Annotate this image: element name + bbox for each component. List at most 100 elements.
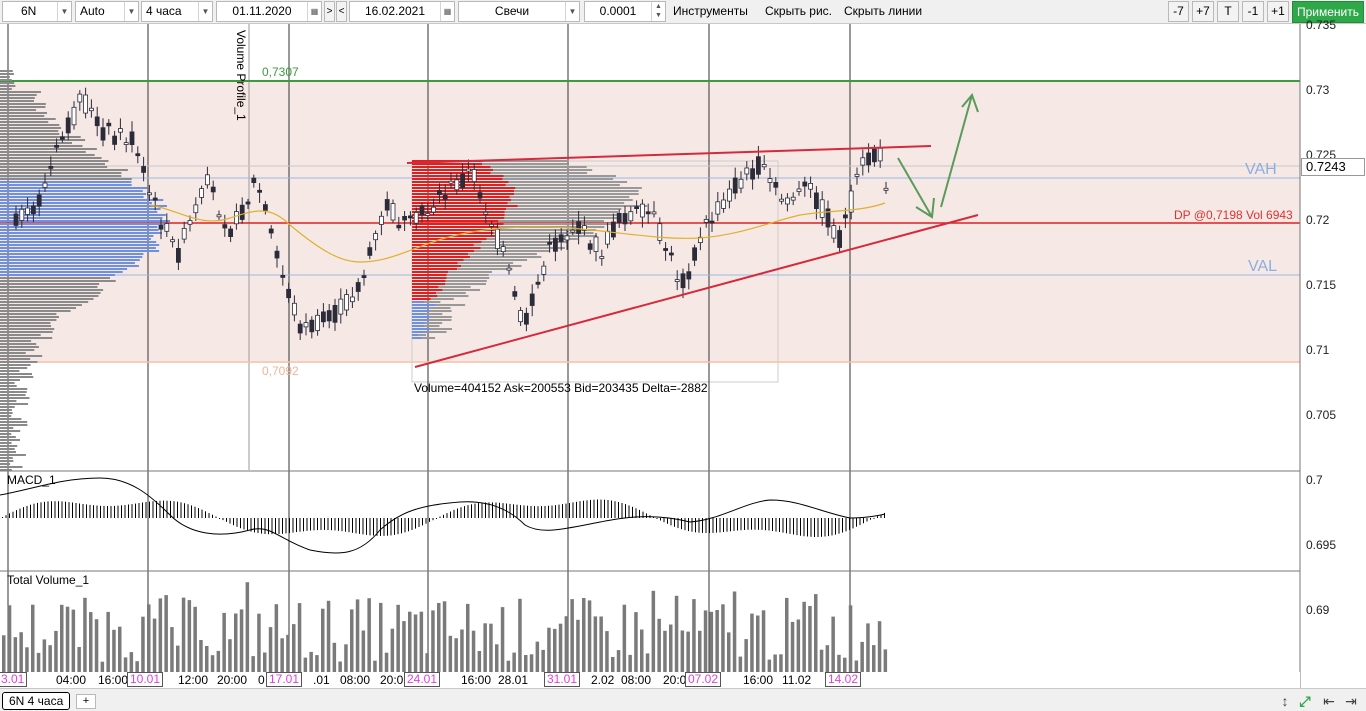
profile-bar	[0, 433, 12, 435]
macd-bar	[464, 506, 465, 518]
macd-bar	[355, 518, 357, 534]
profile-bar	[0, 322, 51, 324]
profile-bar-ask	[481, 241, 567, 243]
volume-bar	[727, 632, 731, 672]
profile-bar	[0, 406, 15, 408]
macd-bar	[614, 501, 616, 518]
volume-bar	[831, 616, 835, 672]
macd-bar	[516, 504, 518, 518]
candlesticks	[13, 87, 889, 340]
profile-bar-ask	[461, 265, 522, 267]
profile-bar	[0, 175, 122, 177]
forecast-arrows	[897, 93, 979, 219]
time-label: 28.01	[498, 673, 529, 687]
profile-bar-bid	[412, 277, 447, 279]
hide-lines-button[interactable]: Скрыть линии	[844, 1, 922, 22]
profile-bar	[0, 403, 29, 405]
profile-bar-bid	[412, 307, 430, 309]
price-label: 0.715	[1306, 278, 1337, 292]
profile-bar	[0, 178, 132, 180]
add-tab-button[interactable]: +	[76, 694, 96, 709]
profile-bar	[0, 274, 115, 276]
macd-bar	[159, 500, 161, 518]
profile-bar	[0, 355, 43, 357]
candle-body	[262, 204, 268, 211]
apply-button[interactable]: Применить	[1292, 1, 1364, 23]
volume-bar	[251, 656, 255, 672]
tab-6n-4h[interactable]: 6N 4 часа	[2, 692, 71, 710]
nav-right-button[interactable]: >	[324, 1, 335, 22]
volume-bar	[663, 630, 667, 672]
candle-body	[465, 168, 471, 172]
shift-minus1-button[interactable]: -1	[1242, 1, 1264, 22]
time-axis[interactable]: 3.01 04:00 16:00 10.01 12:00 20:00 0 17.…	[0, 672, 1300, 688]
profile-bar-bid	[412, 211, 505, 213]
add-tab-label: +	[82, 695, 90, 707]
macd-bar	[761, 518, 763, 530]
profile-bar	[0, 94, 37, 96]
candle-body	[831, 225, 837, 239]
profile-bar	[0, 154, 95, 156]
candle-body	[640, 203, 645, 218]
macd-bar	[863, 518, 864, 524]
volume-bar	[814, 594, 818, 672]
volume-bar	[732, 591, 737, 672]
scroll-left-icon[interactable]: ⇤	[1323, 693, 1335, 709]
today-button[interactable]: T	[1217, 1, 1239, 22]
candle-body	[576, 221, 581, 234]
shift-plus7-button[interactable]: +7	[1192, 1, 1214, 22]
profile-bar	[0, 247, 156, 249]
profile-bar	[0, 115, 45, 117]
volume-bar	[674, 595, 679, 672]
macd-bar	[513, 504, 514, 518]
volume-bar	[483, 623, 487, 672]
chart-type-select[interactable]: Свечи ▼	[458, 1, 580, 22]
candle-body	[761, 163, 767, 168]
hide-drawings-button[interactable]: Скрыть рис.	[765, 1, 832, 22]
profile-bar-ask	[430, 328, 452, 330]
nav-left-button[interactable]: <	[336, 1, 347, 22]
macd-bar	[131, 504, 133, 518]
profile-bar	[0, 166, 108, 168]
volume-bar	[118, 626, 122, 672]
profile-bar-ask	[505, 184, 620, 186]
macd-bar	[800, 518, 801, 536]
profile-bar	[0, 106, 46, 108]
mode-select[interactable]: Auto ▼	[75, 1, 139, 22]
time-label: 20:00	[217, 673, 248, 687]
chart-canvas[interactable]	[0, 24, 1366, 688]
macd-bar	[611, 500, 612, 518]
volume-bar	[883, 649, 888, 672]
date-from-field[interactable]: 01.11.2020 ▦	[216, 1, 322, 22]
volume-bar	[558, 623, 563, 672]
volume-bar	[808, 606, 812, 672]
stepper-arrows-icon[interactable]: ▲ ▼	[651, 2, 665, 21]
calendar-icon[interactable]: ▦	[440, 2, 454, 21]
hide-lines-label: Скрыть линии	[844, 4, 923, 18]
profile-bar-ask	[425, 313, 443, 315]
timeframe-select[interactable]: 4 часа ▼	[141, 1, 213, 22]
macd-bar	[257, 518, 259, 534]
profile-bar-bid	[412, 187, 516, 189]
profile-bar-ask	[470, 256, 542, 258]
volume-bar	[622, 604, 627, 672]
symbol-select[interactable]: 6N ▼	[2, 1, 72, 22]
scroll-right-icon[interactable]: ⇥	[1345, 693, 1357, 709]
instruments-button[interactable]: Инструменты	[673, 1, 748, 22]
candle-body	[500, 246, 506, 253]
profile-bar	[0, 310, 71, 312]
shift-minus7-button[interactable]: -7	[1168, 1, 1189, 22]
candle-body	[738, 178, 744, 189]
volume-bar	[773, 654, 777, 672]
volume-bar	[123, 657, 128, 672]
date-to-field[interactable]: 16.02.2021 ▦	[349, 1, 455, 22]
resize-vertical-icon[interactable]: ↕	[1281, 693, 1289, 709]
candle-body	[471, 169, 477, 183]
tick-size-stepper[interactable]: 0.0001 ▲ ▼	[584, 1, 666, 22]
macd-bar	[37, 502, 38, 518]
shift-plus1-button[interactable]: +1	[1267, 1, 1289, 22]
calendar-icon[interactable]: ▦	[307, 2, 321, 21]
fullscreen-icon[interactable]: ⤢	[1299, 693, 1311, 709]
volume-bar	[709, 611, 714, 672]
candle-body	[547, 241, 552, 245]
